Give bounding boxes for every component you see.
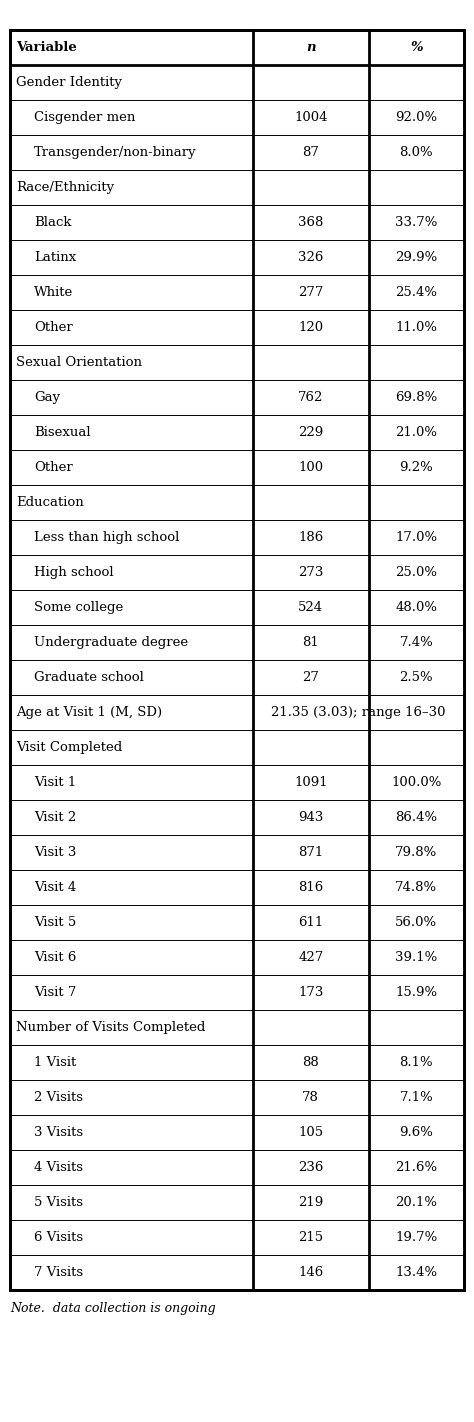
Text: %: % bbox=[410, 41, 423, 54]
Text: 9.2%: 9.2% bbox=[400, 461, 433, 474]
Text: 13.4%: 13.4% bbox=[395, 1266, 438, 1278]
Text: 88: 88 bbox=[302, 1057, 319, 1069]
Text: 3 Visits: 3 Visits bbox=[34, 1126, 83, 1139]
Text: 8.1%: 8.1% bbox=[400, 1057, 433, 1069]
Text: 69.8%: 69.8% bbox=[395, 391, 438, 404]
Text: Gay: Gay bbox=[34, 391, 60, 404]
Text: 1091: 1091 bbox=[294, 776, 328, 789]
Text: 29.9%: 29.9% bbox=[395, 252, 438, 264]
Text: 92.0%: 92.0% bbox=[395, 111, 438, 124]
Text: High school: High school bbox=[34, 566, 114, 579]
Text: 105: 105 bbox=[298, 1126, 323, 1139]
Text: 17.0%: 17.0% bbox=[395, 530, 438, 545]
Text: 100.0%: 100.0% bbox=[391, 776, 441, 789]
Text: 25.4%: 25.4% bbox=[395, 286, 438, 299]
Text: 56.0%: 56.0% bbox=[395, 916, 438, 929]
Text: Cisgender men: Cisgender men bbox=[34, 111, 136, 124]
Text: 19.7%: 19.7% bbox=[395, 1231, 438, 1244]
Text: 611: 611 bbox=[298, 916, 323, 929]
Text: 21.0%: 21.0% bbox=[395, 427, 438, 439]
Text: 2 Visits: 2 Visits bbox=[34, 1091, 83, 1103]
Text: 2.5%: 2.5% bbox=[400, 671, 433, 684]
Text: 33.7%: 33.7% bbox=[395, 216, 438, 229]
Text: Visit 7: Visit 7 bbox=[34, 985, 76, 1000]
Bar bbox=[10, 30, 464, 1290]
Text: 1004: 1004 bbox=[294, 111, 328, 124]
Text: 4 Visits: 4 Visits bbox=[34, 1160, 83, 1175]
Text: Age at Visit 1 (M, SD): Age at Visit 1 (M, SD) bbox=[16, 705, 162, 720]
Text: Other: Other bbox=[34, 321, 73, 334]
Text: 120: 120 bbox=[298, 321, 323, 334]
Text: 79.8%: 79.8% bbox=[395, 846, 438, 859]
Text: Transgender/non-binary: Transgender/non-binary bbox=[34, 146, 197, 159]
Text: 173: 173 bbox=[298, 985, 323, 1000]
Text: 7.4%: 7.4% bbox=[400, 636, 433, 648]
Text: n: n bbox=[306, 41, 316, 54]
Text: Visit 6: Visit 6 bbox=[34, 951, 76, 964]
Text: 816: 816 bbox=[298, 882, 323, 894]
Text: 762: 762 bbox=[298, 391, 323, 404]
Text: 15.9%: 15.9% bbox=[395, 985, 438, 1000]
Text: Sexual Orientation: Sexual Orientation bbox=[16, 356, 142, 368]
Text: 326: 326 bbox=[298, 252, 323, 264]
Text: Visit 3: Visit 3 bbox=[34, 846, 76, 859]
Text: 27: 27 bbox=[302, 671, 319, 684]
Text: Note.  data collection is ongoing: Note. data collection is ongoing bbox=[10, 1303, 216, 1315]
Text: Less than high school: Less than high school bbox=[34, 530, 179, 545]
Text: 81: 81 bbox=[302, 636, 319, 648]
Text: 219: 219 bbox=[298, 1196, 323, 1209]
Text: Graduate school: Graduate school bbox=[34, 671, 144, 684]
Text: Education: Education bbox=[16, 496, 84, 509]
Text: 8.0%: 8.0% bbox=[400, 146, 433, 159]
Text: Visit 5: Visit 5 bbox=[34, 916, 76, 929]
Text: Black: Black bbox=[34, 216, 72, 229]
Text: 146: 146 bbox=[298, 1266, 323, 1278]
Text: 368: 368 bbox=[298, 216, 323, 229]
Text: Visit 2: Visit 2 bbox=[34, 811, 76, 823]
Text: 7.1%: 7.1% bbox=[400, 1091, 433, 1103]
Text: 524: 524 bbox=[298, 602, 323, 614]
Text: 78: 78 bbox=[302, 1091, 319, 1103]
Text: 9.6%: 9.6% bbox=[400, 1126, 433, 1139]
Text: 100: 100 bbox=[298, 461, 323, 474]
Text: Some college: Some college bbox=[34, 602, 123, 614]
Text: 39.1%: 39.1% bbox=[395, 951, 438, 964]
Text: Visit 4: Visit 4 bbox=[34, 882, 76, 894]
Text: 21.6%: 21.6% bbox=[395, 1160, 438, 1175]
Text: 21.35 (3.03); range 16–30: 21.35 (3.03); range 16–30 bbox=[271, 705, 446, 720]
Text: 943: 943 bbox=[298, 811, 323, 823]
Text: 7 Visits: 7 Visits bbox=[34, 1266, 83, 1278]
Text: 74.8%: 74.8% bbox=[395, 882, 438, 894]
Text: 273: 273 bbox=[298, 566, 323, 579]
Text: 871: 871 bbox=[298, 846, 323, 859]
Text: 236: 236 bbox=[298, 1160, 323, 1175]
Text: Variable: Variable bbox=[16, 41, 77, 54]
Text: 229: 229 bbox=[298, 427, 323, 439]
Text: White: White bbox=[34, 286, 73, 299]
Text: Race/Ethnicity: Race/Ethnicity bbox=[16, 181, 114, 193]
Text: 6 Visits: 6 Visits bbox=[34, 1231, 83, 1244]
Text: Undergraduate degree: Undergraduate degree bbox=[34, 636, 188, 648]
Text: Visit 1: Visit 1 bbox=[34, 776, 76, 789]
Text: 25.0%: 25.0% bbox=[395, 566, 438, 579]
Text: Bisexual: Bisexual bbox=[34, 427, 91, 439]
Text: 186: 186 bbox=[298, 530, 323, 545]
Text: Number of Visits Completed: Number of Visits Completed bbox=[16, 1021, 205, 1034]
Text: 1 Visit: 1 Visit bbox=[34, 1057, 76, 1069]
Text: 277: 277 bbox=[298, 286, 323, 299]
Text: 11.0%: 11.0% bbox=[395, 321, 438, 334]
Text: 215: 215 bbox=[298, 1231, 323, 1244]
Text: 86.4%: 86.4% bbox=[395, 811, 438, 823]
Text: 48.0%: 48.0% bbox=[395, 602, 438, 614]
Text: Latinx: Latinx bbox=[34, 252, 76, 264]
Text: 20.1%: 20.1% bbox=[395, 1196, 438, 1209]
Text: 5 Visits: 5 Visits bbox=[34, 1196, 83, 1209]
Text: 427: 427 bbox=[298, 951, 323, 964]
Text: Other: Other bbox=[34, 461, 73, 474]
Text: 87: 87 bbox=[302, 146, 319, 159]
Text: Gender Identity: Gender Identity bbox=[16, 75, 122, 90]
Text: Visit Completed: Visit Completed bbox=[16, 741, 122, 754]
